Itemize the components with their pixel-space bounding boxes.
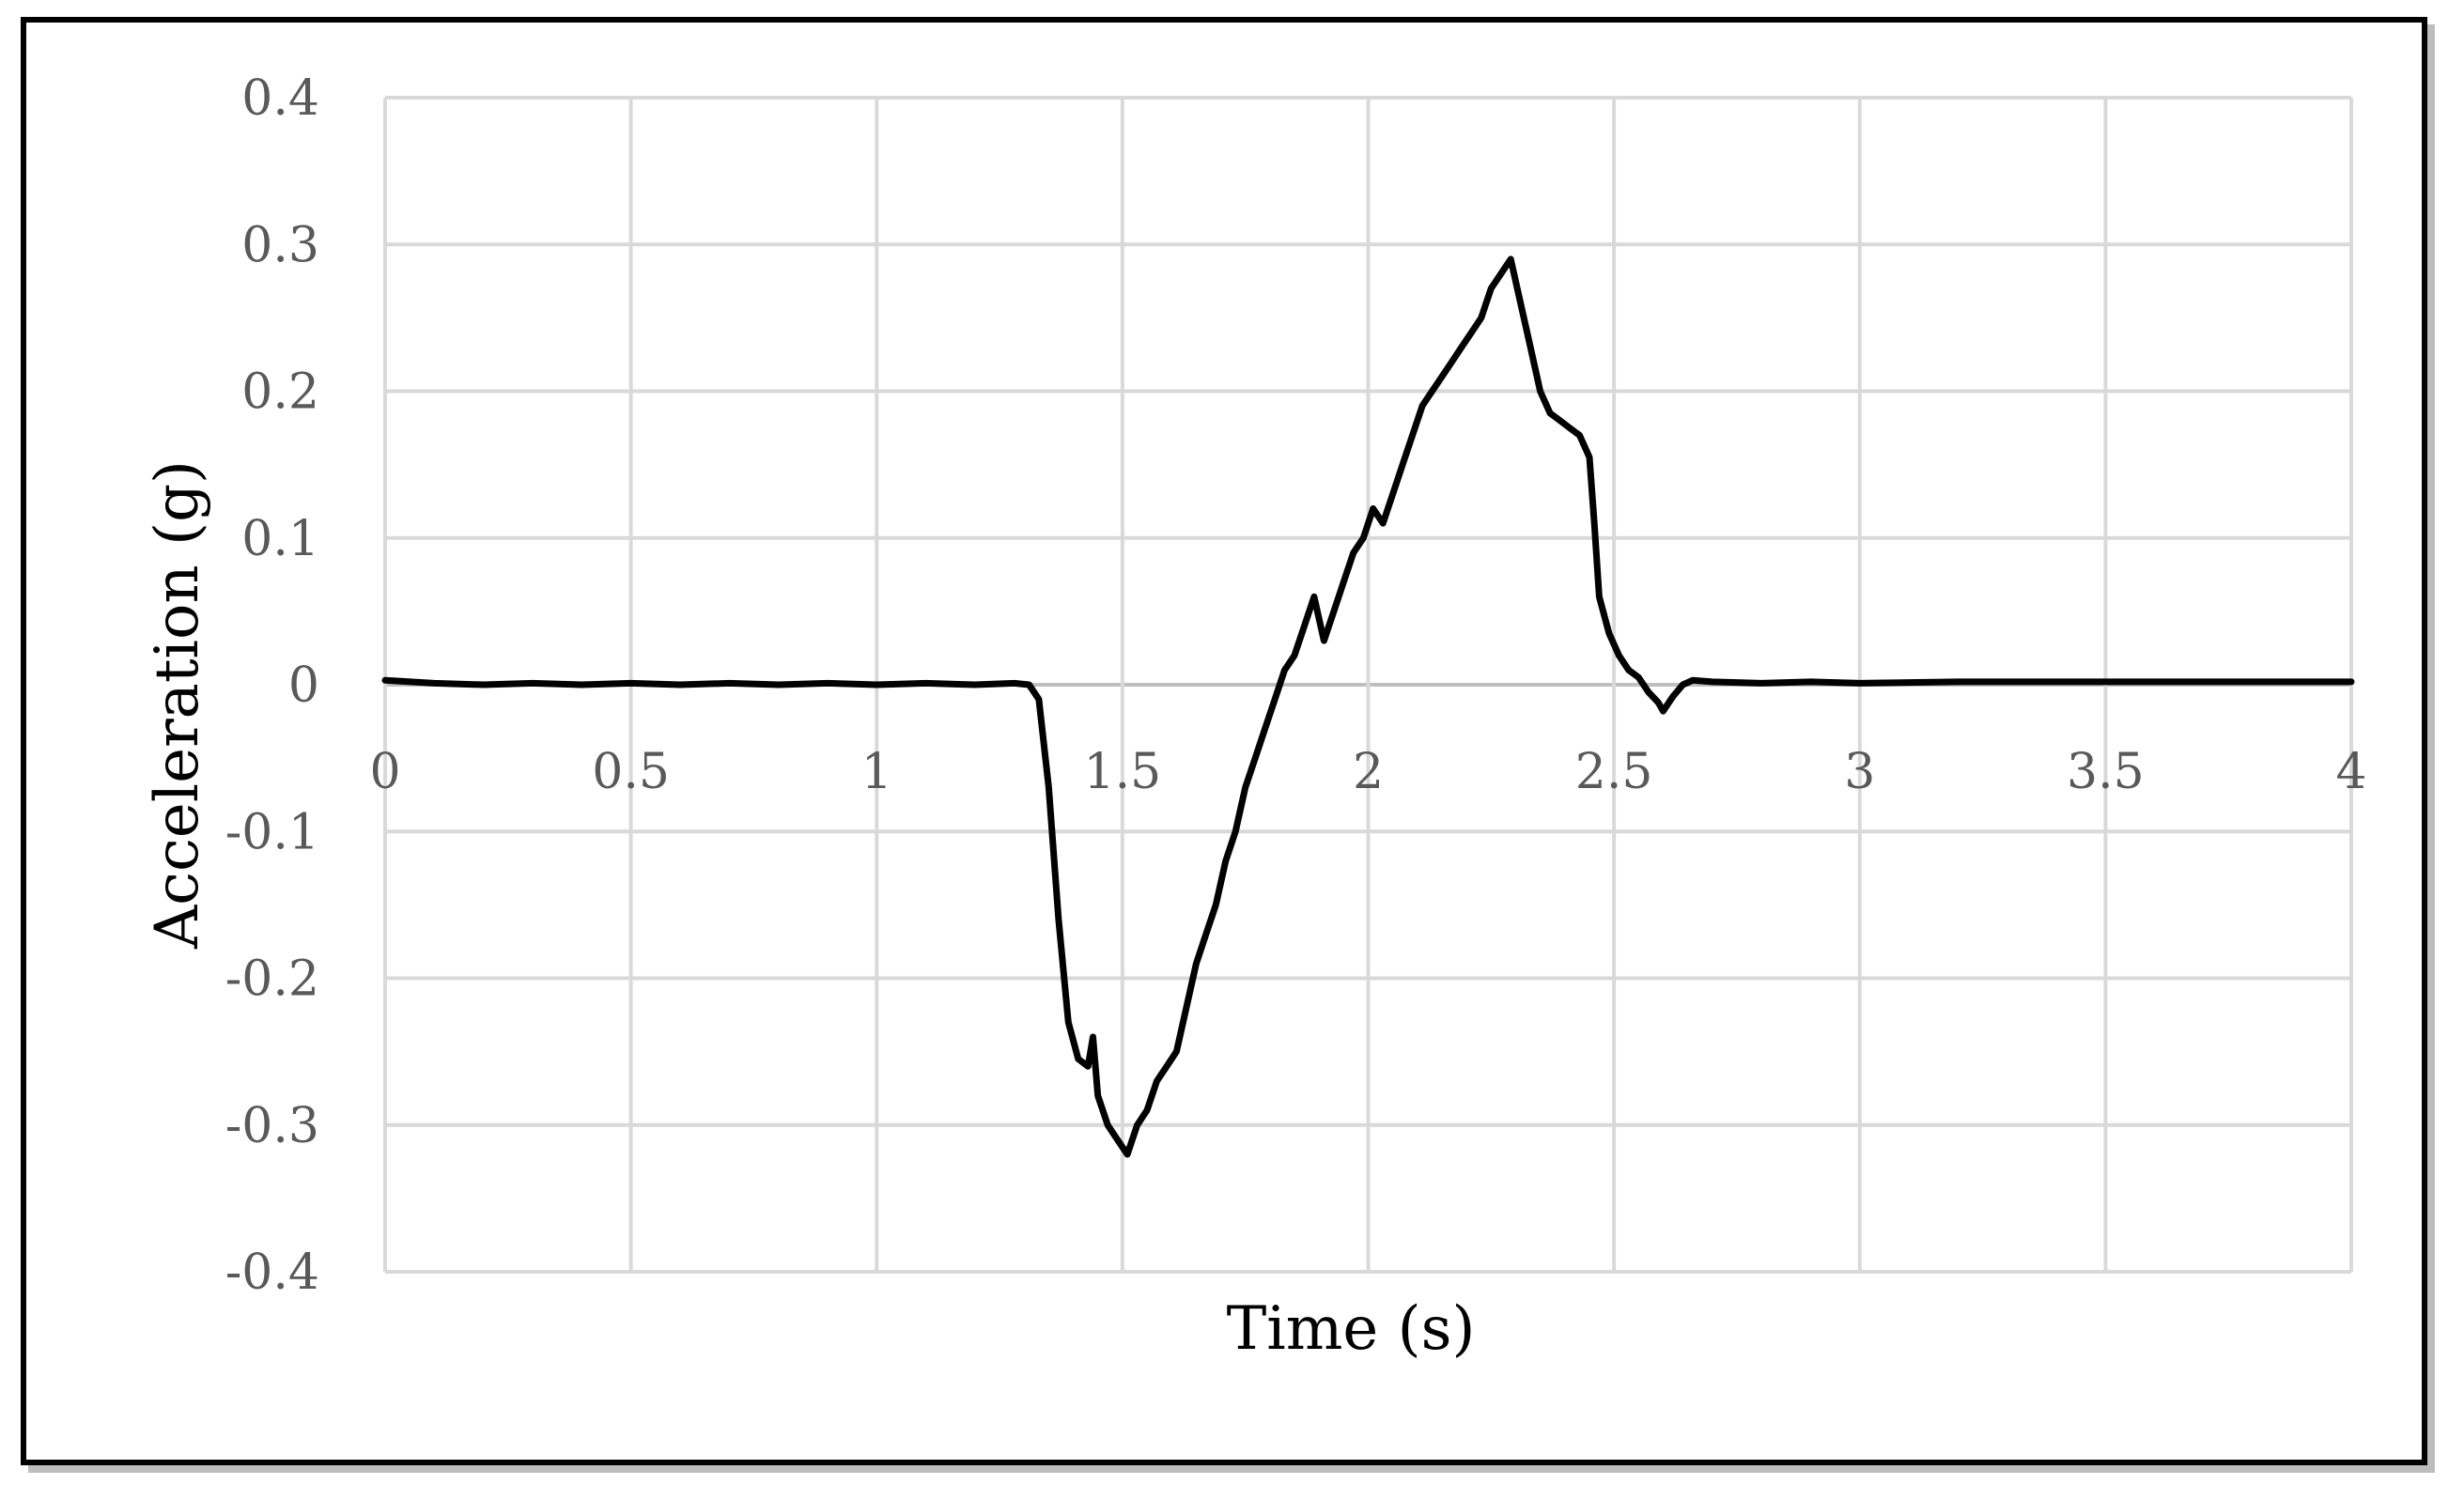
line-chart: 0.4 0.3 0.2 0.1 0 -0.1 -0.2 -0.3 -0.4 0 0.5 1 1.5 2 2…	[143, 70, 2367, 1364]
y-tick-label: 0.2	[241, 364, 319, 421]
x-tick-label: 0.5	[592, 744, 670, 800]
y-tick-label: -0.1	[225, 804, 319, 860]
series-line	[381, 255, 2355, 1158]
x-tick-label: 1	[861, 744, 892, 800]
x-tick-label: 2	[1353, 744, 1384, 800]
x-tick-label: 0	[369, 744, 400, 800]
y-tick-labels: 0.4 0.3 0.2 0.1 0 -0.1 -0.2 -0.3 -0.4	[225, 70, 319, 1301]
x-tick-label: 4	[2335, 744, 2366, 800]
x-tick-labels: 0 0.5 1 1.5 2 2.5 3 3.5 4	[369, 744, 2366, 800]
y-tick-label: -0.3	[225, 1098, 319, 1154]
x-tick-label: 2.5	[1575, 744, 1653, 800]
y-tick-label: 0.1	[241, 511, 319, 567]
y-axis-title: Acceleration (g)	[143, 460, 212, 950]
y-tick-label: 0.4	[241, 70, 319, 127]
y-tick-label: -0.2	[225, 951, 319, 1008]
x-tick-label: 3.5	[2067, 744, 2145, 800]
y-tick-label: 0.3	[241, 217, 319, 273]
figure-frame: 0.4 0.3 0.2 0.1 0 -0.1 -0.2 -0.3 -0.4 0 0.5 1 1.5 2 2…	[21, 17, 2427, 1465]
x-tick-label: 1.5	[1084, 744, 1162, 800]
y-tick-label: 0	[288, 657, 319, 714]
x-tick-label: 3	[1844, 744, 1875, 800]
x-axis-title: Time (s)	[1227, 1294, 1476, 1364]
y-tick-label: -0.4	[225, 1245, 319, 1301]
